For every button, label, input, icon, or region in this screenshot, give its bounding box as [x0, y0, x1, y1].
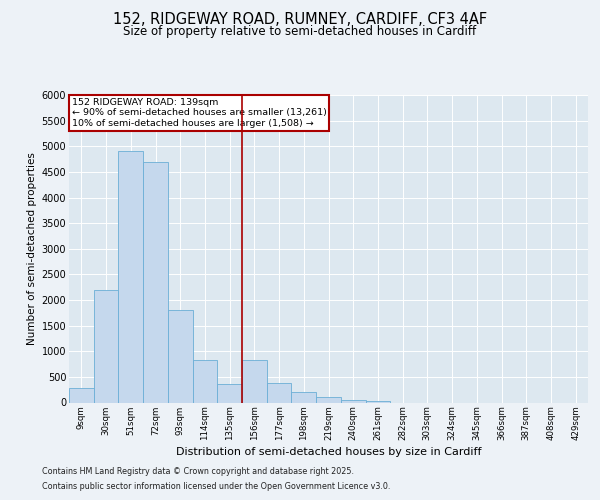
- Bar: [143, 162, 168, 402]
- Bar: [341, 400, 365, 402]
- Bar: [217, 384, 242, 402]
- Bar: [242, 360, 267, 403]
- Bar: [69, 388, 94, 402]
- Bar: [94, 290, 118, 403]
- Text: Contains public sector information licensed under the Open Government Licence v3: Contains public sector information licen…: [42, 482, 391, 491]
- Text: Size of property relative to semi-detached houses in Cardiff: Size of property relative to semi-detach…: [124, 25, 476, 38]
- Bar: [292, 392, 316, 402]
- Bar: [168, 310, 193, 402]
- X-axis label: Distribution of semi-detached houses by size in Cardiff: Distribution of semi-detached houses by …: [176, 447, 481, 457]
- Bar: [267, 383, 292, 402]
- Text: 152 RIDGEWAY ROAD: 139sqm
← 90% of semi-detached houses are smaller (13,261)
10%: 152 RIDGEWAY ROAD: 139sqm ← 90% of semi-…: [71, 98, 326, 128]
- Y-axis label: Number of semi-detached properties: Number of semi-detached properties: [28, 152, 37, 345]
- Bar: [193, 360, 217, 403]
- Bar: [118, 152, 143, 402]
- Bar: [316, 397, 341, 402]
- Text: 152, RIDGEWAY ROAD, RUMNEY, CARDIFF, CF3 4AF: 152, RIDGEWAY ROAD, RUMNEY, CARDIFF, CF3…: [113, 12, 487, 28]
- Text: Contains HM Land Registry data © Crown copyright and database right 2025.: Contains HM Land Registry data © Crown c…: [42, 467, 354, 476]
